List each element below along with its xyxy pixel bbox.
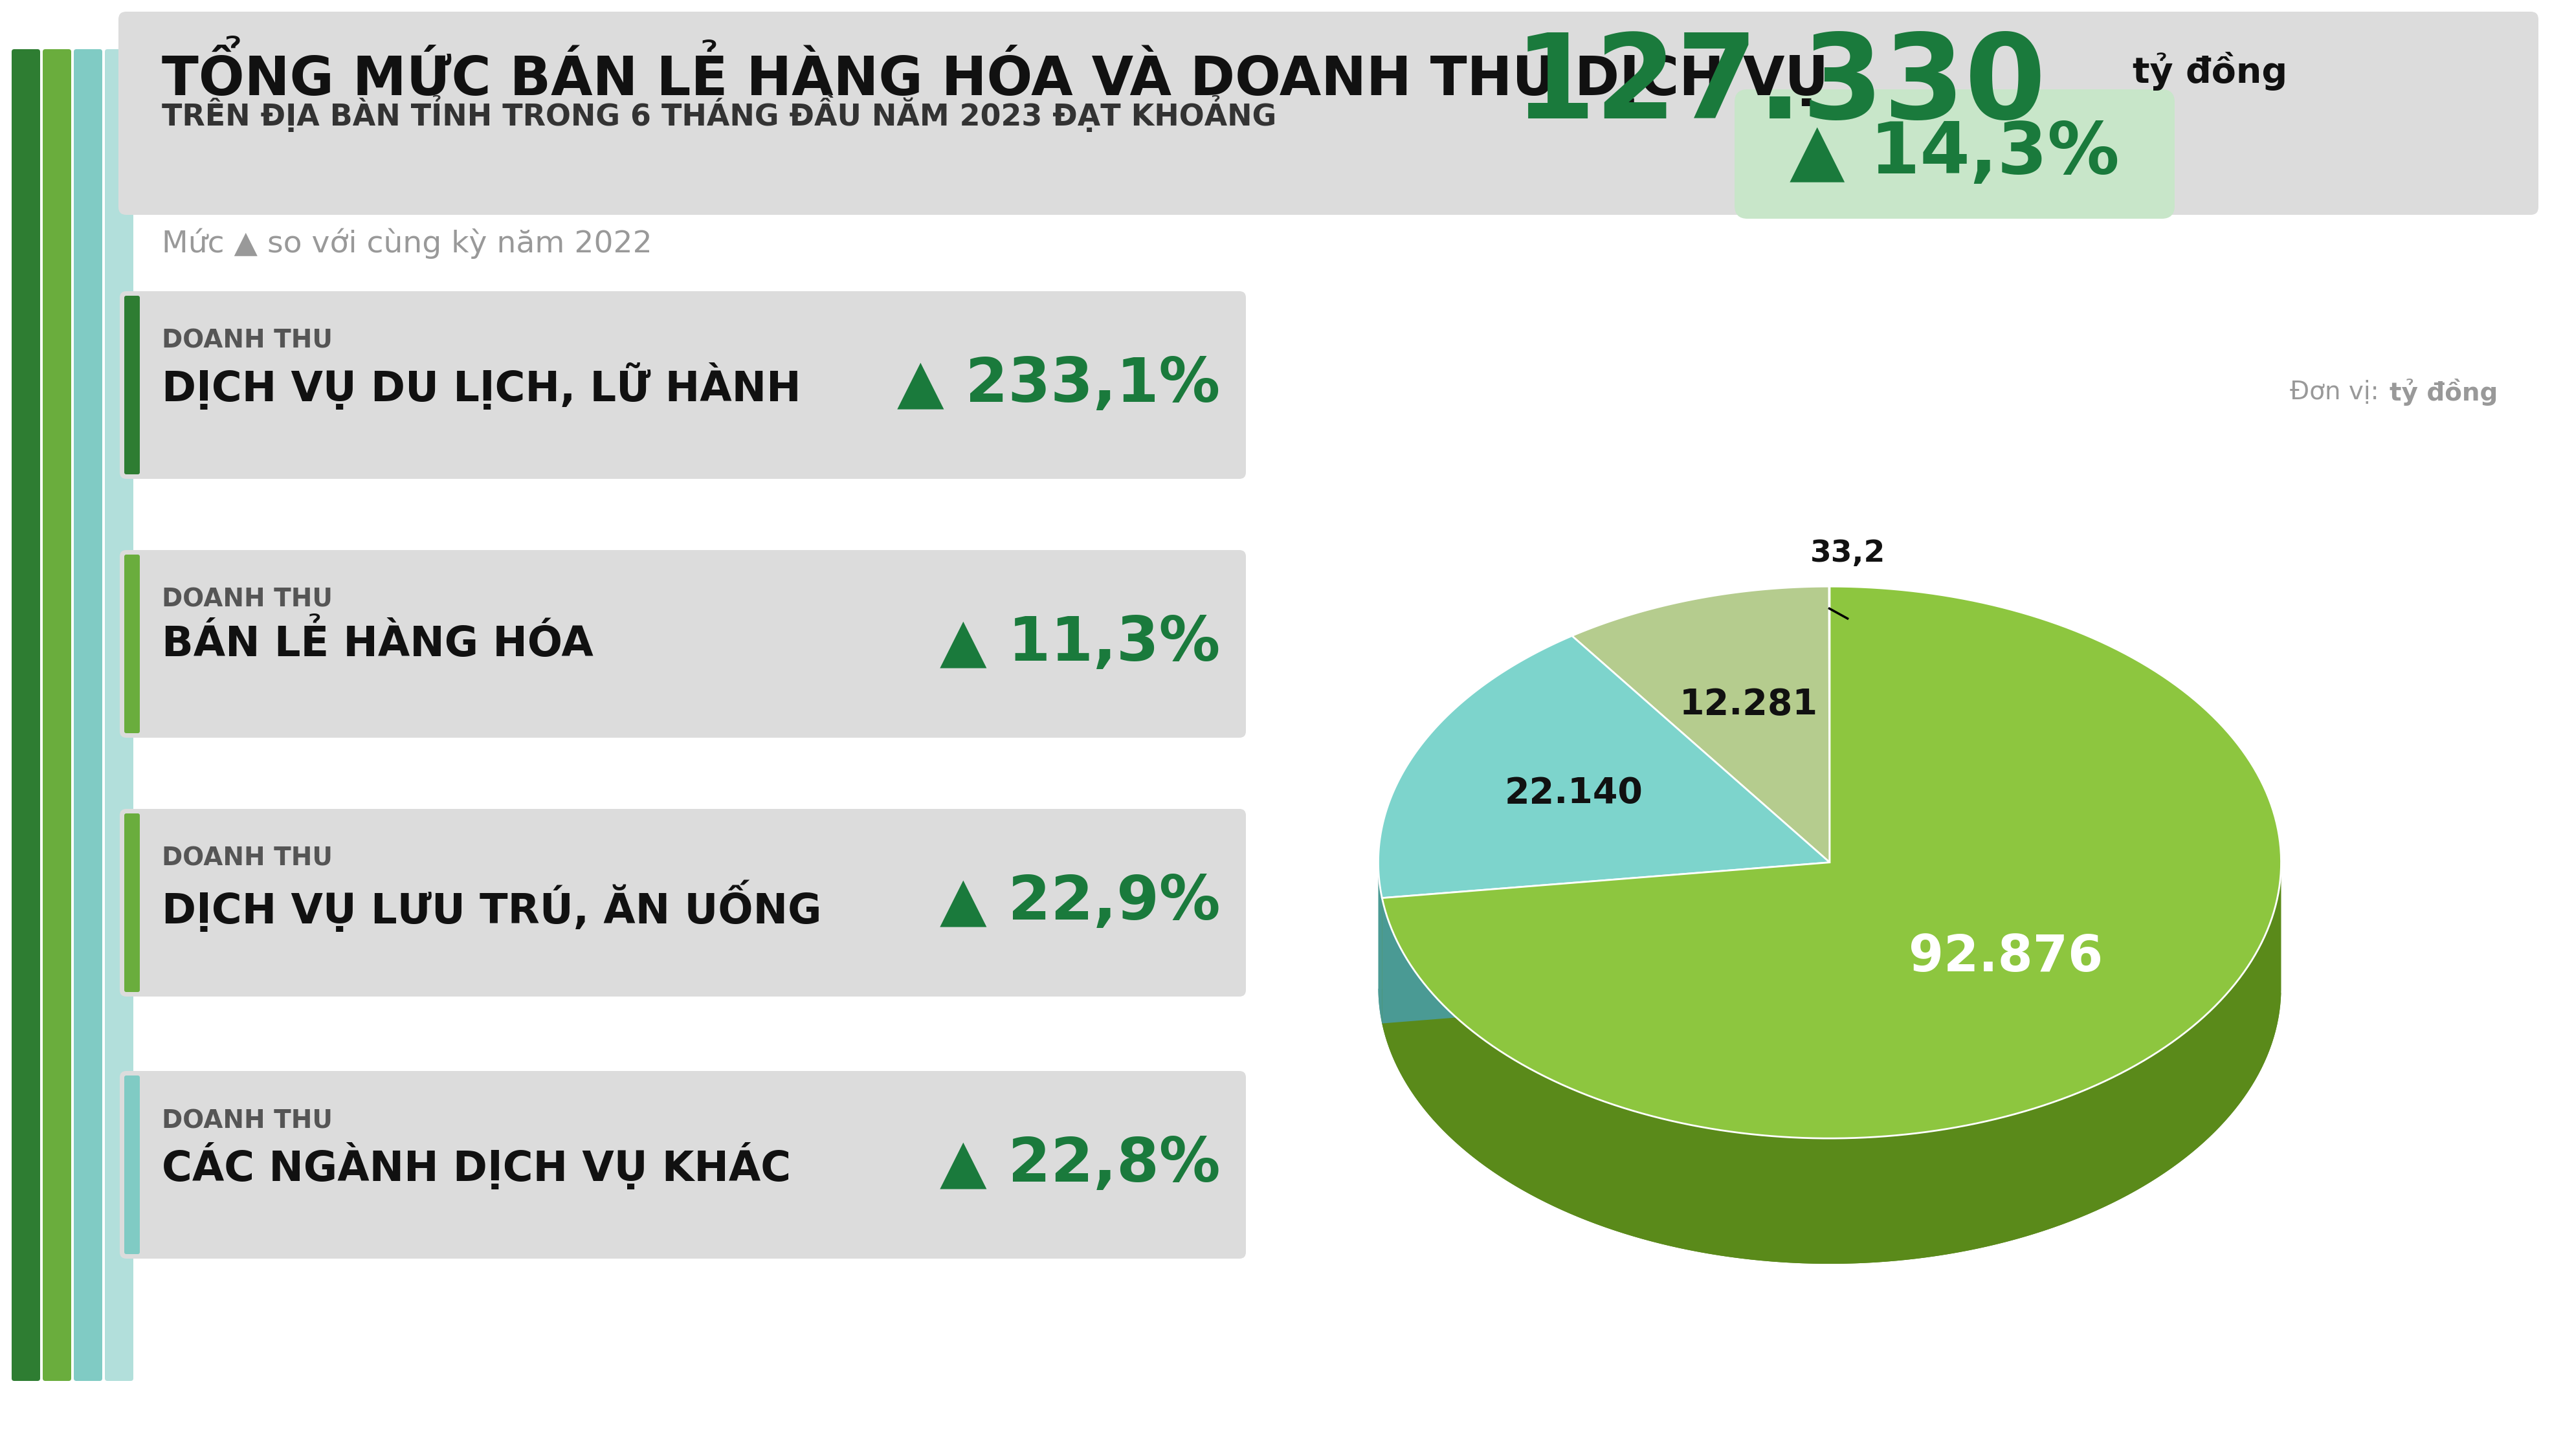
Text: 33,2: 33,2 bbox=[1809, 539, 1886, 568]
Text: DỊCH VỤ DU LỊCH, LỮ HÀNH: DỊCH VỤ DU LỊCH, LỮ HÀNH bbox=[161, 363, 801, 409]
Polygon shape bbox=[1378, 863, 1383, 1024]
Text: DOANH THU: DOANH THU bbox=[161, 846, 332, 871]
FancyBboxPatch shape bbox=[43, 50, 71, 1380]
Text: 92.876: 92.876 bbox=[1909, 932, 2103, 981]
FancyBboxPatch shape bbox=[120, 1072, 1245, 1258]
Text: ▲ 22,8%: ▲ 22,8% bbox=[939, 1136, 1220, 1194]
Polygon shape bbox=[1383, 587, 2281, 1139]
Text: DOANH THU: DOANH THU bbox=[161, 1108, 332, 1133]
Polygon shape bbox=[1378, 987, 1830, 1024]
FancyBboxPatch shape bbox=[120, 810, 1245, 996]
FancyBboxPatch shape bbox=[120, 291, 1245, 479]
Text: DỊCH VỤ LƯU TRÚ, ĂN UỐNG: DỊCH VỤ LƯU TRÚ, ĂN UỐNG bbox=[161, 879, 822, 932]
FancyBboxPatch shape bbox=[1735, 89, 2174, 218]
Text: TỔNG MỨC BÁN LẺ HÀNG HÓA VÀ DOANH THU DỊCH VỤ: TỔNG MỨC BÁN LẺ HÀNG HÓA VÀ DOANH THU DỊ… bbox=[161, 35, 1827, 106]
FancyBboxPatch shape bbox=[105, 50, 133, 1380]
FancyBboxPatch shape bbox=[74, 50, 102, 1380]
Polygon shape bbox=[1383, 987, 2281, 1264]
Polygon shape bbox=[1383, 862, 1830, 1024]
Text: Đơn vị:: Đơn vị: bbox=[2289, 380, 2386, 405]
FancyBboxPatch shape bbox=[117, 12, 2539, 215]
Text: 22.140: 22.140 bbox=[1506, 776, 1643, 811]
Polygon shape bbox=[1572, 587, 1830, 862]
Polygon shape bbox=[1378, 636, 1830, 898]
FancyBboxPatch shape bbox=[125, 555, 140, 734]
FancyBboxPatch shape bbox=[13, 50, 41, 1380]
Text: Mức ▲ so với cùng kỳ năm 2022: Mức ▲ so với cùng kỳ năm 2022 bbox=[161, 227, 653, 259]
Text: ▲ 14,3%: ▲ 14,3% bbox=[1789, 119, 2121, 189]
Text: tỷ đồng: tỷ đồng bbox=[2389, 379, 2498, 406]
Text: ▲ 22,9%: ▲ 22,9% bbox=[939, 874, 1220, 932]
Text: 127.330: 127.330 bbox=[1513, 29, 2047, 143]
Text: tỷ đồng: tỷ đồng bbox=[2133, 52, 2287, 90]
FancyBboxPatch shape bbox=[120, 550, 1245, 738]
Polygon shape bbox=[1383, 862, 1830, 1024]
Text: ▲ 233,1%: ▲ 233,1% bbox=[896, 355, 1220, 415]
Text: DOANH THU: DOANH THU bbox=[161, 329, 332, 354]
Text: DOANH THU: DOANH THU bbox=[161, 588, 332, 612]
Text: CÁC NGÀNH DỊCH VỤ KHÁC: CÁC NGÀNH DỊCH VỤ KHÁC bbox=[161, 1142, 791, 1190]
Text: ▲ 11,3%: ▲ 11,3% bbox=[939, 614, 1220, 674]
Text: 12.281: 12.281 bbox=[1679, 687, 1817, 722]
FancyBboxPatch shape bbox=[125, 814, 140, 992]
FancyBboxPatch shape bbox=[125, 1076, 140, 1254]
Text: BÁN LẺ HÀNG HÓA: BÁN LẺ HÀNG HÓA bbox=[161, 622, 595, 664]
FancyBboxPatch shape bbox=[125, 296, 140, 475]
Text: TRÊN ĐỊA BÀN TỈNH TRONG 6 THÁNG ĐẦU NĂM 2023 ĐẠT KHOẢNG: TRÊN ĐỊA BÀN TỈNH TRONG 6 THÁNG ĐẦU NĂM … bbox=[161, 93, 1276, 132]
Polygon shape bbox=[1383, 865, 2281, 1264]
